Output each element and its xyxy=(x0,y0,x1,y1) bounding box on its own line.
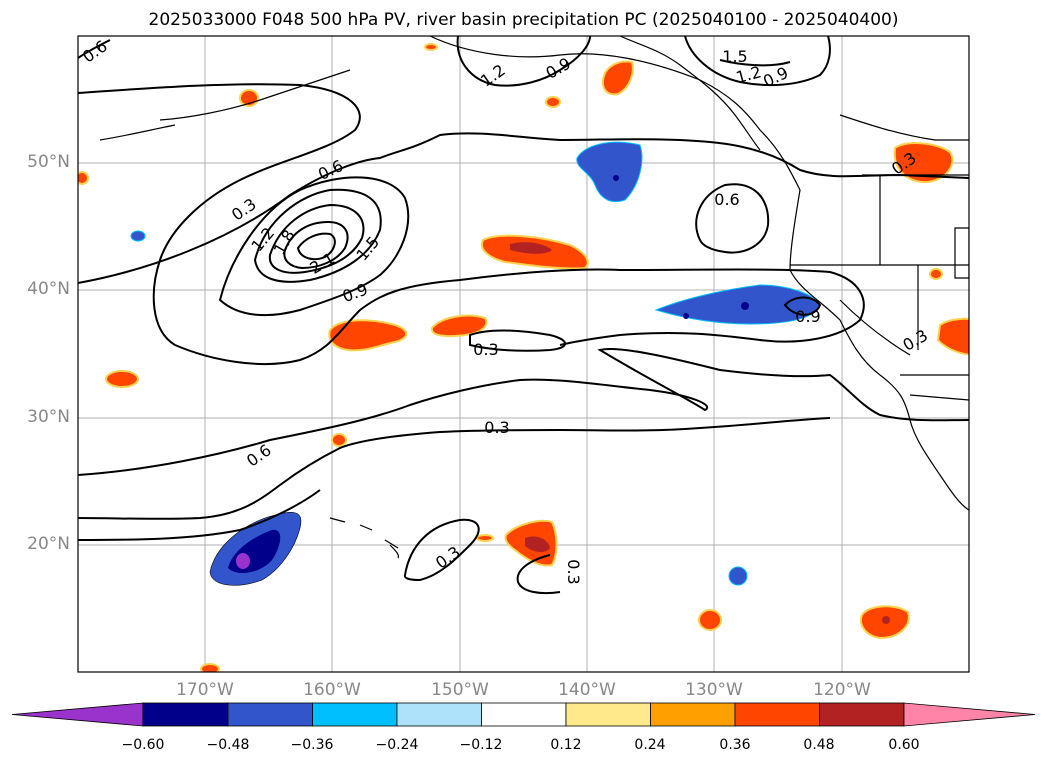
lon-label-120w: 120°W xyxy=(813,680,871,700)
colorbar-tick: −0.60 xyxy=(121,737,165,753)
precip-blob-negative-core xyxy=(741,302,749,310)
precip-blob-positive xyxy=(424,43,438,51)
precip-shading xyxy=(78,43,969,672)
map-frame xyxy=(77,35,970,673)
precip-blob-negative xyxy=(130,230,146,242)
colorbar-swatch xyxy=(142,702,229,727)
precip-blob-negative-core xyxy=(613,175,619,181)
precip-blob-positive xyxy=(331,433,347,447)
precip-blob-negative xyxy=(576,141,643,203)
precip-blob-positive xyxy=(476,534,494,542)
colorbar-low-extend xyxy=(11,702,144,727)
contour-label: 0.3 xyxy=(484,418,509,437)
precip-blob-positive-core xyxy=(525,536,550,553)
colorbar-swatch xyxy=(481,702,567,727)
contour-label: 0.6 xyxy=(714,190,739,209)
colorbar-swatch xyxy=(819,702,905,727)
precip-blob-negative-peak xyxy=(236,553,250,569)
precip-blob-positive xyxy=(698,609,722,631)
precip-blob-positive xyxy=(200,663,220,672)
colorbar-tick: 0.60 xyxy=(888,737,920,753)
colorbar-tick: 0.12 xyxy=(550,737,582,753)
colorbar-swatch xyxy=(396,702,482,727)
lat-label-20n: 20°N xyxy=(27,534,70,554)
colorbar-tick: 0.48 xyxy=(803,737,835,753)
precip-blob-positive-core xyxy=(882,616,890,624)
precip-blob-positive-core xyxy=(510,242,552,254)
colorbar-tick: 0.24 xyxy=(634,737,666,753)
lon-label-150w: 150°W xyxy=(431,680,489,700)
lon-label-170w: 170°W xyxy=(176,680,234,700)
contour-label: 0.3 xyxy=(473,340,498,359)
lat-label-50n: 50°N xyxy=(27,152,70,172)
map-title: 2025033000 F048 500 hPa PV, river basin … xyxy=(148,10,899,30)
precip-blob-negative xyxy=(728,566,748,586)
pv-contours xyxy=(78,36,969,595)
precip-blob-positive xyxy=(929,268,943,280)
precip-blob-positive xyxy=(328,319,408,352)
precip-blob-positive xyxy=(545,96,561,108)
colorbar-tick: −0.36 xyxy=(290,737,334,753)
lon-label-130w: 130°W xyxy=(685,680,743,700)
colorbar-swatch xyxy=(734,702,820,727)
lon-label-160w: 160°W xyxy=(303,680,361,700)
colorbar-swatch xyxy=(312,702,398,727)
colorbar xyxy=(11,702,1036,727)
colorbar-tick: −0.48 xyxy=(206,737,250,753)
precip-blob-positive xyxy=(601,60,634,96)
colorbar-swatch xyxy=(650,702,736,727)
colorbar-swatch xyxy=(565,702,651,727)
lat-label-40n: 40°N xyxy=(27,279,70,299)
contour-label: 0.3 xyxy=(564,559,583,584)
precip-blob-positive xyxy=(105,370,139,388)
colorbar-swatch xyxy=(227,702,313,727)
colorbar-tick: −0.12 xyxy=(459,737,503,753)
contour-label: 0.9 xyxy=(795,307,820,326)
precip-blob-positive xyxy=(430,314,488,338)
lat-label-30n: 30°N xyxy=(27,407,70,427)
precip-blob-positive xyxy=(936,317,969,356)
colorbar-tick: 0.36 xyxy=(719,737,751,753)
lon-label-140w: 140°W xyxy=(558,680,616,700)
precip-blob-positive xyxy=(78,171,89,185)
precip-blob-negative-core xyxy=(683,313,689,319)
contour-label: 1.5 xyxy=(722,47,747,66)
colorbar-tick: −0.24 xyxy=(375,737,419,753)
colorbar-high-extend xyxy=(903,702,1036,727)
